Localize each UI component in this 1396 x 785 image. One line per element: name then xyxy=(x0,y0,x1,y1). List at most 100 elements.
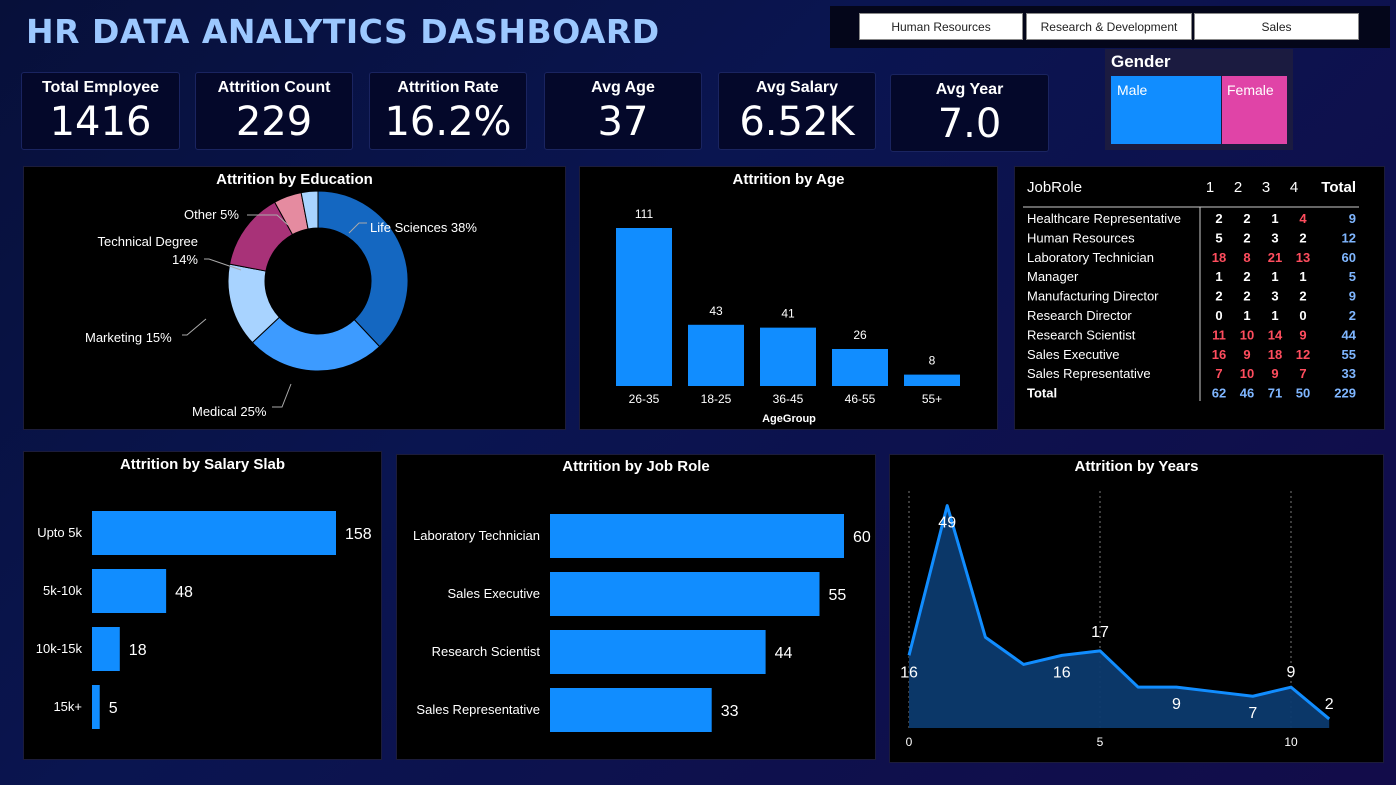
matrix-cell: 2 xyxy=(1215,289,1222,304)
matrix-cell: 2 xyxy=(1299,230,1306,245)
matrix-cell: 10 xyxy=(1240,366,1254,381)
years-point-label: 49 xyxy=(938,515,956,532)
matrix-column-total: 62 xyxy=(1212,386,1226,401)
age-bar[interactable] xyxy=(904,374,960,386)
edu-label-life-sciences: Life Sciences 38% xyxy=(370,220,477,235)
jobrole-bar-value: 33 xyxy=(721,703,739,720)
chart-title: Attrition by Salary Slab xyxy=(119,456,286,473)
chart-title: Attrition by Education xyxy=(216,171,373,188)
age-bar[interactable] xyxy=(760,327,816,386)
edu-label-marketing: Marketing 15% xyxy=(85,330,172,345)
matrix-cell: 9 xyxy=(1299,327,1306,342)
leader-lines xyxy=(182,214,367,408)
dashboard-title: HR DATA ANALYTICS DASHBOARD xyxy=(26,12,660,51)
age-tick-label: 46-55 xyxy=(845,392,876,406)
age-chart-panel: Attrition by Age 111 26-35 43 18-25 41 36-45 2… xyxy=(579,166,998,430)
salary-bar-value: 158 xyxy=(345,526,372,543)
matrix-header-1: 1 xyxy=(1206,179,1214,196)
matrix-header-4: 4 xyxy=(1290,179,1298,196)
matrix-cell: 11 xyxy=(1212,327,1226,342)
salary-bar[interactable] xyxy=(92,685,100,729)
matrix-cell: 13 xyxy=(1296,250,1310,265)
salary-category-label: Upto 5k xyxy=(37,525,82,540)
matrix-role-label: Manufacturing Director xyxy=(1027,289,1159,304)
matrix-row-total: 5 xyxy=(1349,269,1356,284)
department-slicer: Human Resources Research & Development S… xyxy=(830,6,1390,48)
years-tick-label: 10 xyxy=(1284,735,1298,749)
jobrole-matrix-panel: JobRole 1 2 3 4 Total Healthcare Represe… xyxy=(1014,166,1385,430)
kpi-total-employee: Total Employee 1416 xyxy=(21,72,180,150)
kpi-value: 7.0 xyxy=(937,101,1002,147)
matrix-cell: 2 xyxy=(1243,230,1250,245)
gender-male-label: Male xyxy=(1117,82,1148,98)
jobrole-bar-chart: Laboratory Technician 60 Sales Executive 55… xyxy=(413,514,871,732)
gender-female-tile[interactable]: Female xyxy=(1222,76,1287,144)
matrix-role-label: Sales Executive xyxy=(1027,347,1120,362)
chart-title: Attrition by Years xyxy=(1074,458,1199,475)
age-tick-label: 18-25 xyxy=(701,392,732,406)
matrix-cell: 1 xyxy=(1271,308,1278,323)
age-tick-label: 36-45 xyxy=(773,392,804,406)
kpi-value: 1416 xyxy=(49,99,152,145)
jobrole-matrix: JobRole 1 2 3 4 Total Healthcare Represe… xyxy=(1023,179,1359,401)
matrix-row-total: 9 xyxy=(1349,211,1356,226)
age-tick-label: 26-35 xyxy=(629,392,660,406)
jobrole-bar[interactable] xyxy=(550,514,844,558)
matrix-cell: 16 xyxy=(1212,347,1226,362)
salary-bar[interactable] xyxy=(92,627,120,671)
matrix-row-total: 60 xyxy=(1342,250,1356,265)
age-bar[interactable] xyxy=(832,348,888,386)
kpi-avg-age: Avg Age 37 xyxy=(544,72,702,150)
jobrole-bar[interactable] xyxy=(550,572,820,616)
age-bar-chart: 111 26-35 43 18-25 41 36-45 26 46-55 8 55+ AgeGro… xyxy=(616,207,960,425)
edu-label-technical-degree: Technical Degree xyxy=(98,234,198,249)
age-bar-value: 26 xyxy=(853,328,867,342)
kpi-value: 37 xyxy=(597,99,649,145)
jobrole-bar[interactable] xyxy=(550,688,712,732)
matrix-cell: 1 xyxy=(1271,211,1278,226)
kpi-attrition-rate: Attrition Rate 16.2% xyxy=(369,72,527,150)
years-chart-panel: Attrition by Years 0 5 10 16 49 16 17 9 7 9 2 xyxy=(889,454,1384,763)
slicer-sales[interactable]: Sales xyxy=(1194,13,1359,40)
gender-female-label: Female xyxy=(1227,82,1274,98)
years-point-label: 9 xyxy=(1172,696,1181,713)
years-point-label: 16 xyxy=(1053,664,1071,681)
matrix-column-total: 71 xyxy=(1268,386,1282,401)
slicer-human-resources[interactable]: Human Resources xyxy=(859,13,1023,40)
matrix-row-total: 12 xyxy=(1342,230,1356,245)
matrix-cell: 1 xyxy=(1271,269,1278,284)
salary-bar[interactable] xyxy=(92,569,167,613)
matrix-cell: 2 xyxy=(1299,289,1306,304)
matrix-header-2: 2 xyxy=(1234,179,1242,196)
jobrole-bar[interactable] xyxy=(550,630,766,674)
matrix-role-label: Manager xyxy=(1027,269,1079,284)
salary-bar-value: 5 xyxy=(109,700,118,717)
matrix-cell: 14 xyxy=(1268,327,1283,342)
donut-slice-unlabeled[interactable] xyxy=(300,190,319,230)
salary-bar-value: 18 xyxy=(129,642,147,659)
jobrole-bar-value: 55 xyxy=(829,587,847,604)
gender-male-tile[interactable]: Male xyxy=(1111,76,1221,144)
years-area-fill xyxy=(909,505,1330,728)
age-tick-label: 55+ xyxy=(922,392,942,406)
years-line[interactable] xyxy=(907,504,1331,721)
matrix-cell: 18 xyxy=(1268,347,1282,362)
age-bar[interactable] xyxy=(688,324,744,386)
kpi-value: 16.2% xyxy=(384,99,512,145)
kpi-label: Attrition Count xyxy=(217,79,331,96)
age-x-axis-title: AgeGroup xyxy=(762,413,816,425)
years-tick-label: 0 xyxy=(906,735,913,749)
age-bar[interactable] xyxy=(616,228,672,386)
slicer-research-development[interactable]: Research & Development xyxy=(1026,13,1192,40)
gender-title: Gender xyxy=(1111,52,1171,71)
jobrole-bar-value: 44 xyxy=(775,645,793,662)
donut-slice-life-sciences[interactable] xyxy=(317,190,409,348)
matrix-header-jobrole: JobRole xyxy=(1027,179,1082,196)
matrix-role-label: Human Resources xyxy=(1027,230,1135,245)
salary-bar[interactable] xyxy=(92,511,336,555)
age-bar-value: 41 xyxy=(781,307,795,321)
matrix-cell: 18 xyxy=(1212,250,1226,265)
kpi-label: Avg Age xyxy=(591,79,655,96)
matrix-row-total: 44 xyxy=(1342,327,1357,342)
jobrole-category-label: Laboratory Technician xyxy=(413,528,540,543)
